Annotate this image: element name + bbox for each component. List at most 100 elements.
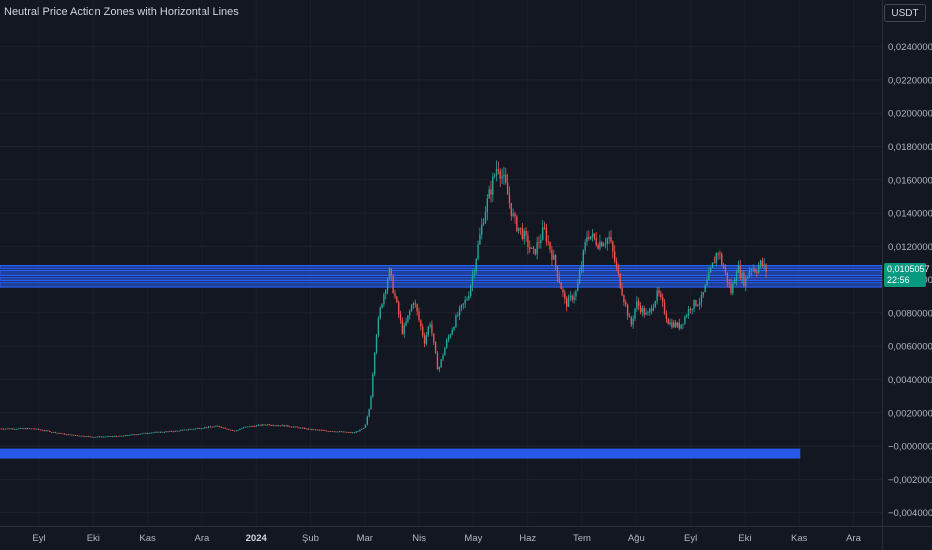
candle-body: [346, 432, 348, 433]
candle-body: [250, 426, 252, 427]
candle-body: [257, 424, 260, 426]
candle-body: [372, 374, 374, 397]
candle-body: [355, 431, 357, 433]
candle-body: [218, 425, 221, 427]
candle-body: [560, 282, 562, 290]
candle-body: [469, 285, 472, 296]
candle-body: [401, 320, 404, 334]
candle-body: [495, 169, 498, 176]
candle-body: [619, 273, 621, 288]
candle-body: [589, 236, 592, 239]
candle-body: [431, 324, 433, 334]
candle-body: [60, 433, 62, 435]
currency-selector[interactable]: USDT: [884, 4, 926, 22]
candle-body: [569, 295, 572, 297]
candle-body: [698, 302, 701, 305]
candle-body: [174, 430, 176, 432]
candle-body: [479, 234, 481, 245]
price-tick-label: 0,0020000: [888, 408, 932, 419]
candle-body: [253, 426, 256, 427]
candle-body: [156, 431, 158, 433]
candle-body: [523, 230, 525, 240]
candle-body: [172, 431, 175, 433]
candle-body: [327, 431, 330, 432]
candle-body: [56, 432, 58, 434]
time-tick-label: Kas: [791, 533, 808, 544]
candle-body: [357, 431, 359, 433]
candle-body: [141, 433, 143, 435]
candle-body: [170, 431, 173, 432]
candle-body: [39, 429, 42, 431]
candle-body: [547, 241, 549, 243]
candle-body: [43, 430, 45, 432]
price-tick-label: 0,0040000: [888, 375, 932, 386]
candle-body: [313, 429, 315, 431]
candle-body: [661, 297, 664, 303]
candle-body: [394, 293, 396, 297]
candle-body: [381, 303, 383, 308]
candle-body: [61, 433, 64, 435]
candle-body: [135, 434, 138, 436]
candle-body: [4, 428, 7, 430]
candle-body: [436, 353, 439, 370]
candle-body: [691, 308, 693, 310]
candle-body: [722, 264, 725, 269]
candle-body: [161, 431, 164, 433]
candle-body: [2, 428, 5, 430]
candle-body: [204, 427, 206, 429]
price-axis-divider: [882, 0, 883, 550]
candle-body: [213, 426, 215, 428]
candle-body: [399, 314, 402, 321]
candle-body: [724, 268, 727, 273]
candle-body: [89, 436, 92, 438]
candle-body: [373, 352, 376, 375]
candle-body: [348, 432, 350, 433]
candle-body: [386, 279, 389, 291]
candle-body: [224, 427, 226, 429]
candle-body: [499, 170, 501, 179]
candle-body: [735, 272, 738, 281]
candle-body: [73, 434, 75, 436]
candle-body: [207, 426, 210, 428]
time-tick-label: Nis: [412, 533, 426, 544]
candle-body: [660, 293, 662, 298]
candle-body: [676, 322, 679, 327]
candle-body: [274, 425, 276, 427]
candle-body: [626, 304, 629, 317]
candle-body: [761, 260, 764, 266]
candle-body: [449, 334, 452, 338]
candle-body: [128, 435, 130, 437]
candle-body: [457, 315, 459, 317]
candle-body: [410, 305, 413, 311]
candle-body: [580, 266, 583, 273]
candle-body: [514, 213, 516, 217]
candle-body: [165, 431, 167, 433]
candle-body: [412, 303, 415, 306]
candle-body: [289, 426, 291, 428]
candle-body: [263, 424, 265, 426]
candle-body: [235, 430, 237, 432]
candle-body: [106, 436, 108, 438]
candle-body: [721, 254, 723, 265]
candle-body: [270, 425, 272, 426]
candle-body: [146, 433, 149, 434]
candle-body: [680, 324, 682, 329]
candle-body: [383, 294, 385, 304]
candle-body: [183, 429, 186, 431]
candle-body: [47, 430, 49, 432]
candle-body: [222, 427, 224, 429]
candle-body: [427, 326, 429, 336]
candle-body: [1, 428, 3, 430]
candle-body: [543, 227, 546, 229]
candle-body: [12, 428, 14, 430]
candle-body: [433, 333, 435, 342]
candle-body: [385, 290, 387, 295]
candle-body: [97, 436, 99, 438]
candle-body: [488, 189, 490, 199]
candle-body: [447, 337, 450, 341]
candle-body: [540, 239, 542, 244]
candle-body: [558, 277, 561, 283]
candle-body: [706, 280, 708, 286]
candle-body: [191, 429, 193, 430]
